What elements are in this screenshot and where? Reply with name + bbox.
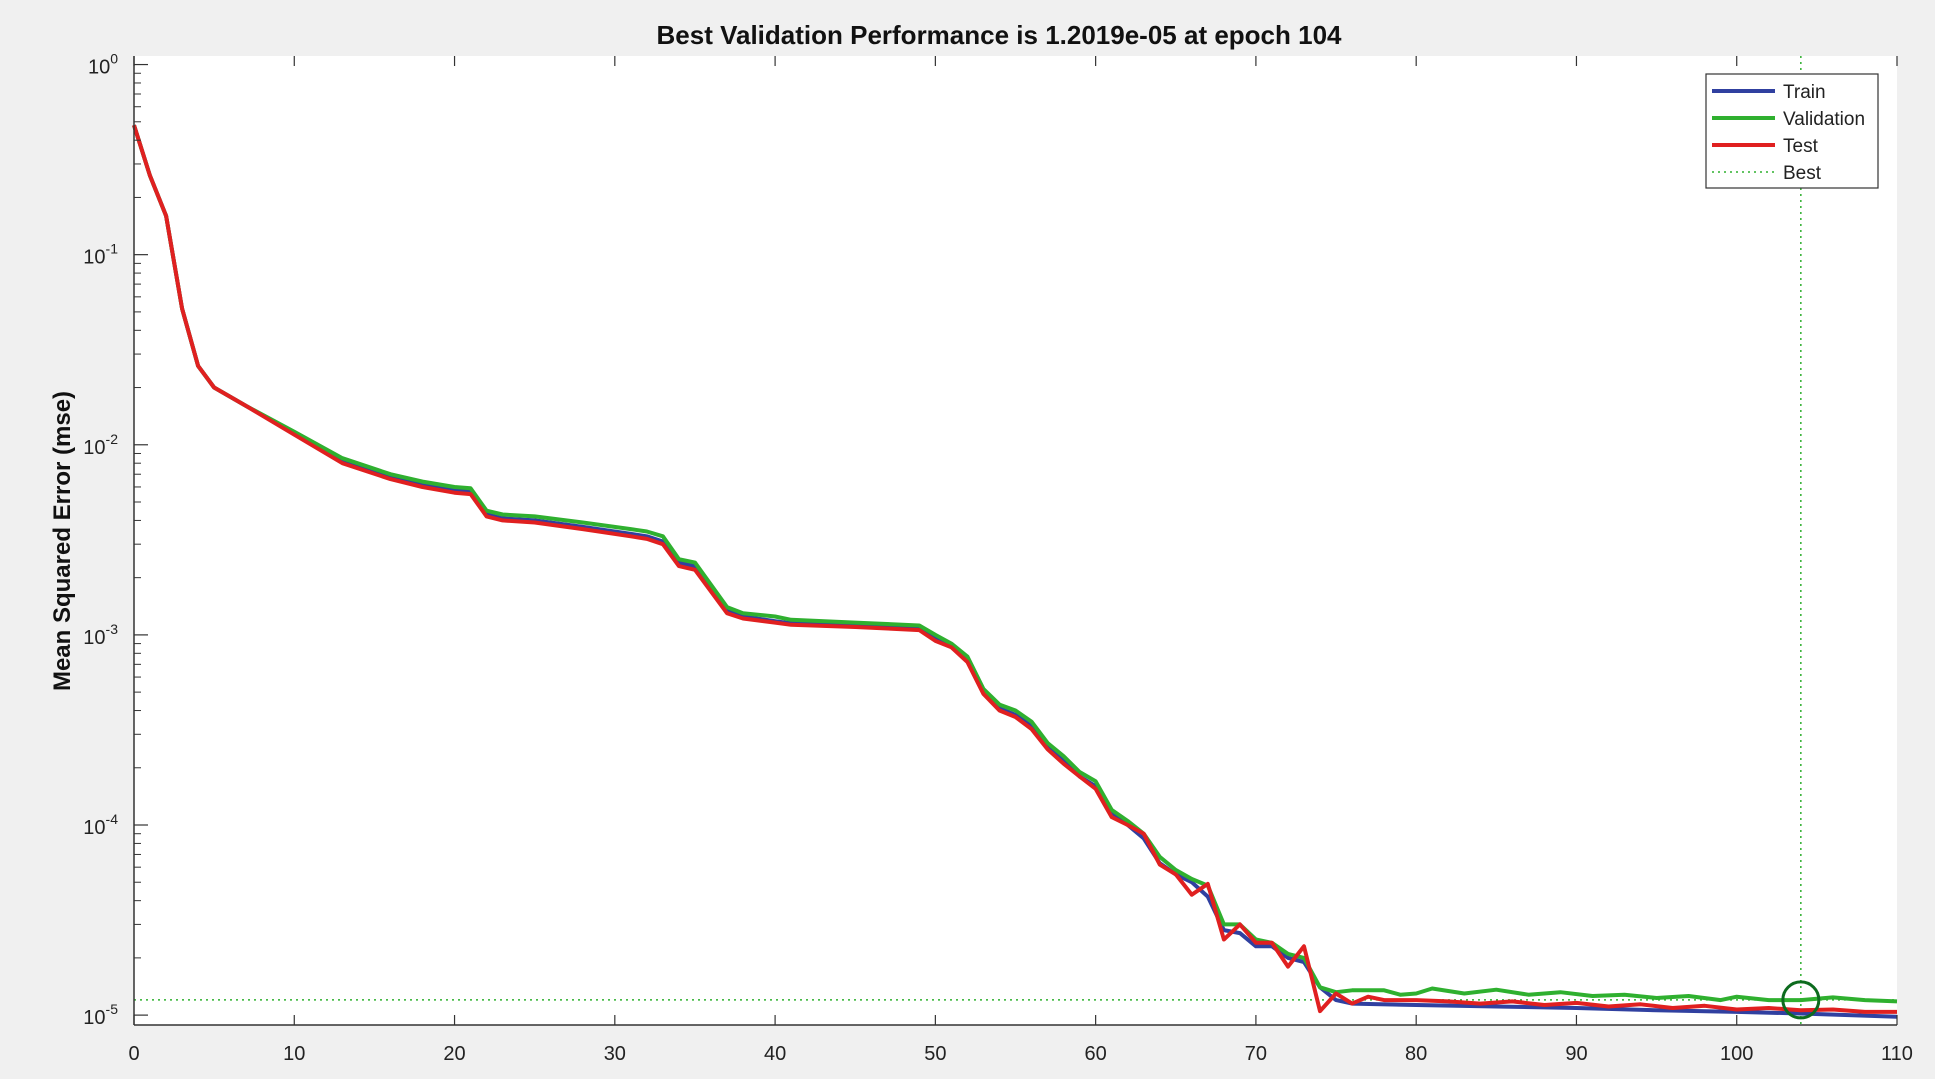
chart-title: Best Validation Performance is 1.2019e-0… [657,20,1343,50]
y-tick-label: 10-5 [83,1001,118,1029]
best-marker-circle [1781,980,1821,1020]
x-tick-label: 30 [604,1043,626,1065]
x-tick-label: 10 [283,1043,305,1065]
series-line-validation [132,124,1898,1004]
legend: Train Validation Test Best [1705,73,1879,189]
x-tick-label: 80 [1405,1043,1427,1065]
y-ticks: 100 10-1 10-2 10-3 10-4 10-5 [83,51,148,1029]
legend-label-best: Best [1783,163,1822,184]
series-layer [132,124,1898,1019]
y-tick-label: 10-4 [83,811,118,839]
y-axis-label: Mean Squared Error (mse) [49,391,76,691]
best-marker-layer [1781,980,1821,1020]
x-tick-label: 50 [924,1043,946,1065]
x-tick-label: 60 [1085,1043,1107,1065]
x-tick-label: 100 [1720,1043,1753,1065]
legend-label-train: Train [1783,82,1826,103]
x-tick-label: 20 [443,1043,465,1065]
y-tick-label: 10-3 [83,621,118,649]
x-ticks: 0 10 20 30 40 50 60 70 80 90 100 110 [128,56,1913,1065]
plot-area [134,56,1897,1025]
legend-label-validation: Validation [1783,109,1865,130]
y-tick-label: 10-2 [83,431,118,459]
legend-label-test: Test [1783,136,1819,157]
x-tick-label: 110 [1881,1043,1913,1065]
y-tick-label: 100 [88,51,118,79]
x-tick-label: 90 [1565,1043,1587,1065]
axes: 0 10 20 30 40 50 60 70 80 90 100 110 100 10-1 10-2 10-… [83,51,1913,1065]
series-line-test [132,124,1897,1014]
x-tick-label: 0 [128,1043,139,1065]
x-tick-label: 40 [764,1043,786,1065]
y-tick-label: 10-1 [83,241,118,269]
x-tick-label: 70 [1245,1043,1267,1065]
